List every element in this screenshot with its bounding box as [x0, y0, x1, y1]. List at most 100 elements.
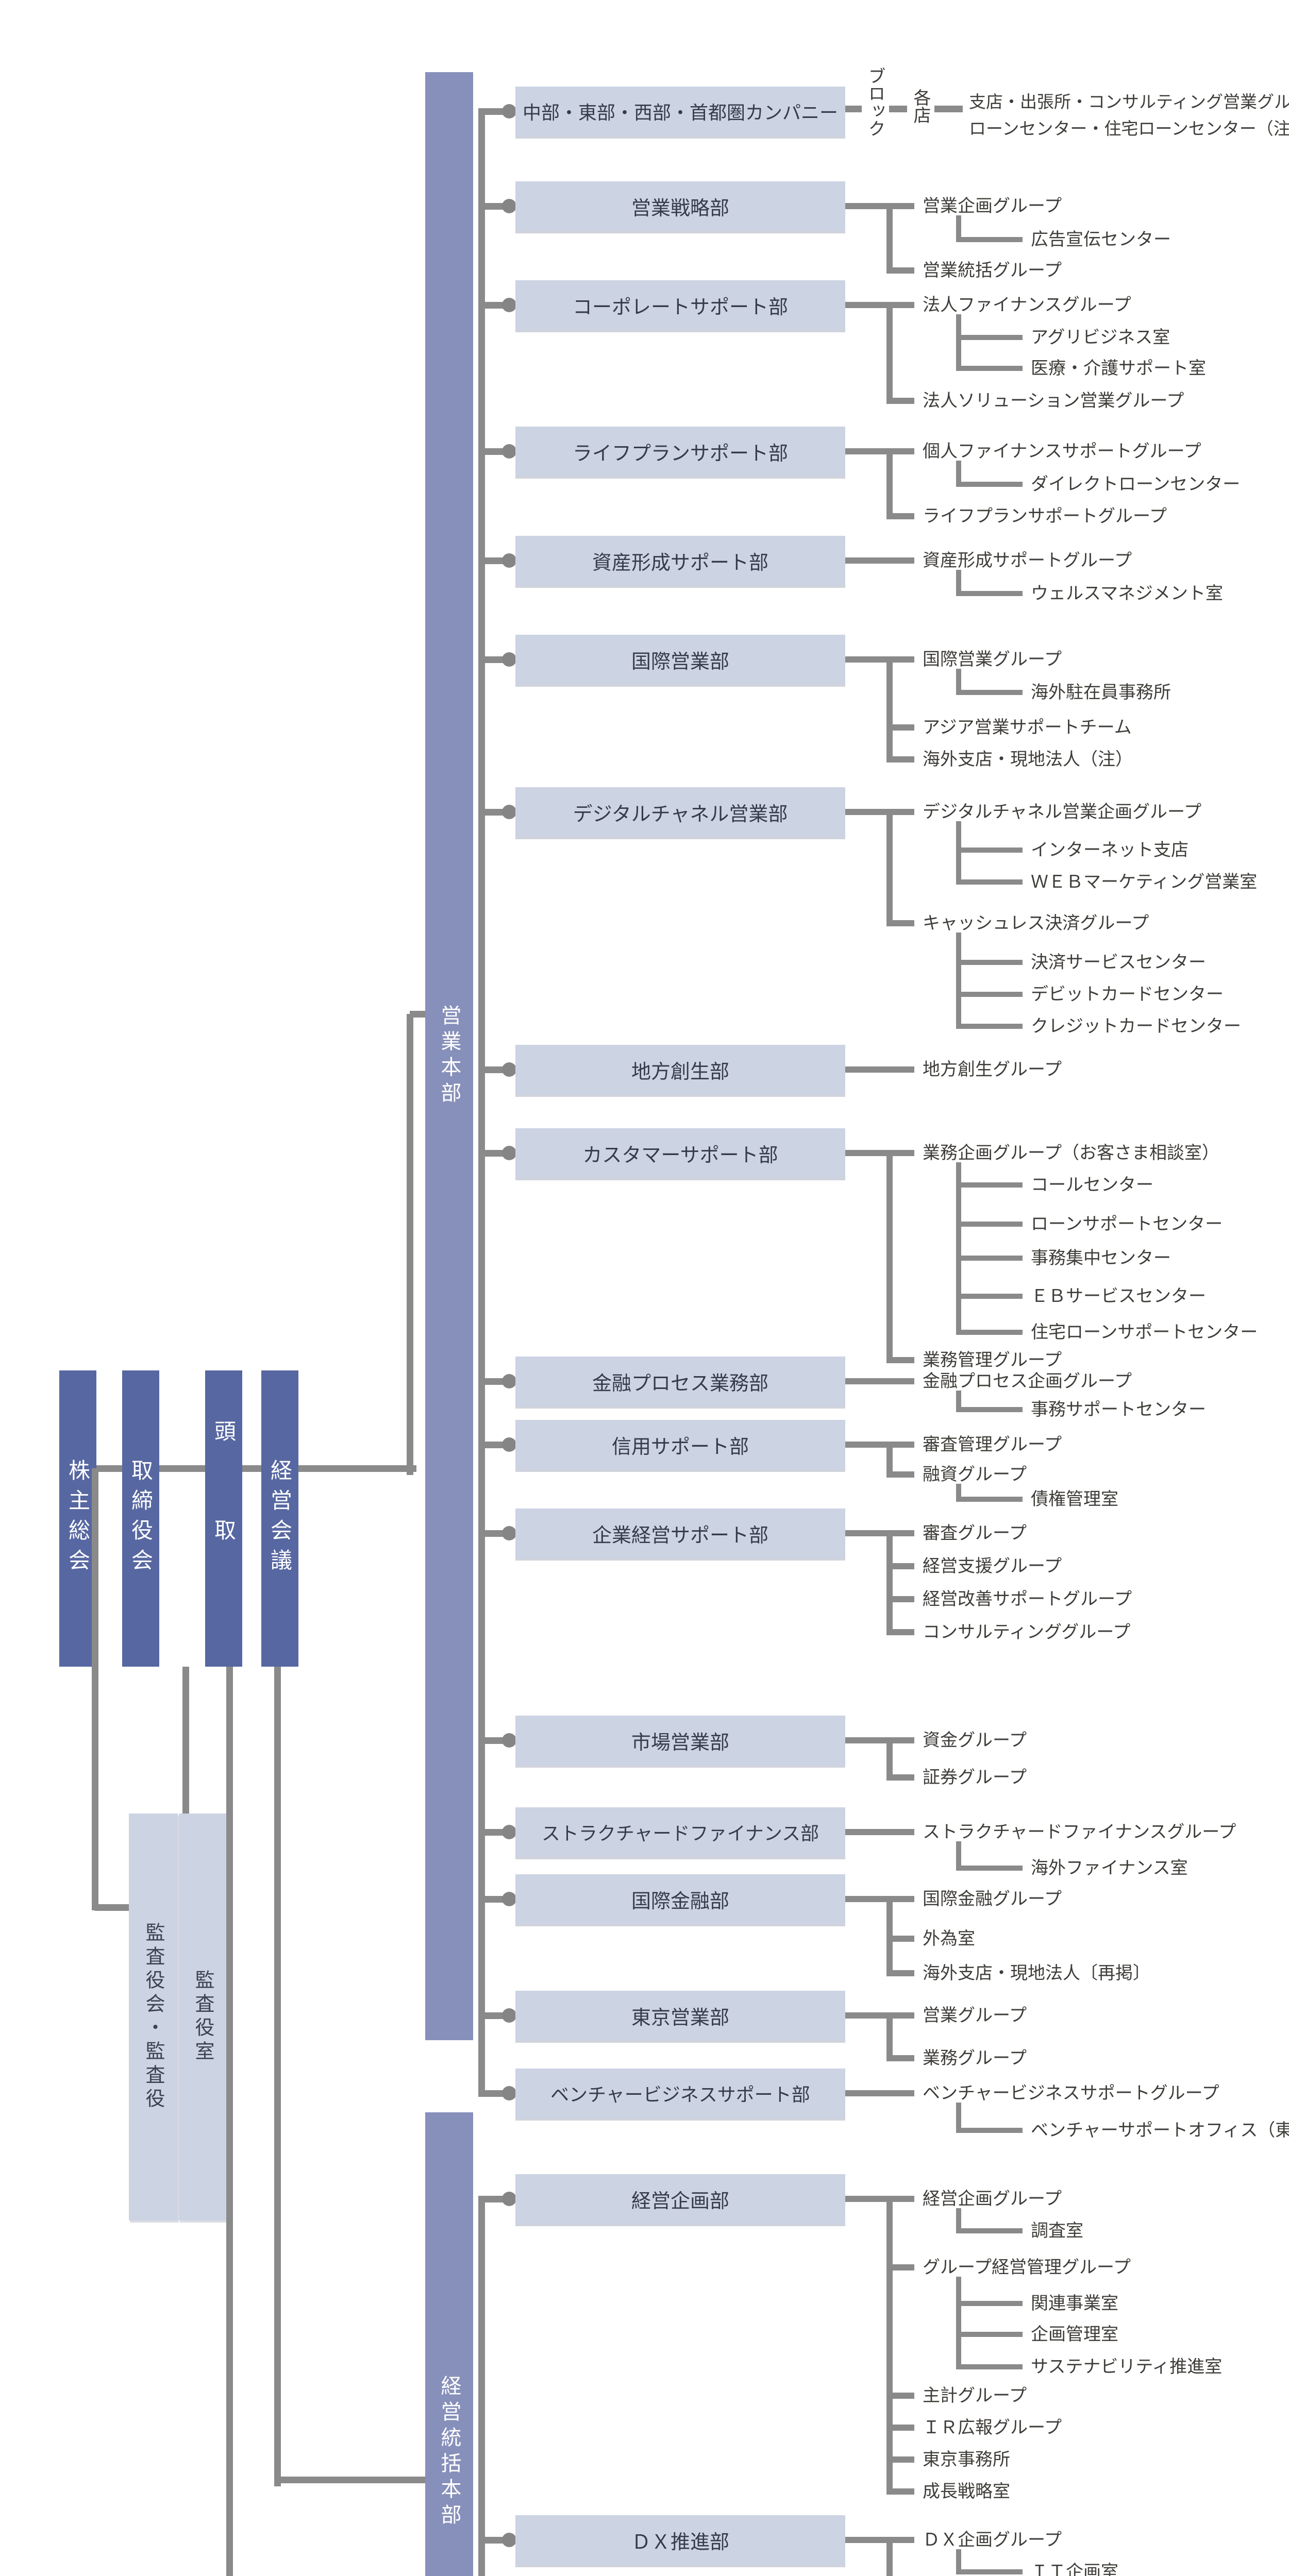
connector-line — [845, 2012, 914, 2019]
group-label: ＤＸ企画グループ — [923, 2530, 1062, 2550]
connector-line — [956, 1391, 961, 1410]
dept-box-label: 経営企画部 — [631, 2190, 729, 2212]
group-label: 審査管理グループ — [923, 1435, 1062, 1454]
group-label: サステナビリティ推進室 — [1031, 2357, 1223, 2377]
group-label: 外為室 — [923, 1929, 975, 1948]
connector-line — [956, 335, 1023, 340]
connector-line — [845, 2196, 914, 2202]
group-label: 債権管理室 — [1031, 1489, 1118, 1509]
org-box-audit-supervisory-board: 監査役会・監査役 — [129, 1814, 178, 2221]
group-label: 営業企画グループ — [923, 196, 1062, 216]
connector-line — [886, 2015, 893, 2058]
connector-dot — [502, 1892, 516, 1906]
org-box-audit-supervisory-office: 監査役室 — [179, 1814, 227, 2221]
group-label: 事務集中センター — [1031, 1248, 1171, 1268]
group-label: 資金グループ — [923, 1731, 1027, 1750]
connector-line — [845, 1896, 914, 1902]
dept-box-label: 企業経営サポート部 — [592, 1524, 768, 1547]
connector-line — [886, 1936, 914, 1942]
dept-box-label: 国際営業部 — [631, 651, 729, 673]
group-label: ベンチャーサポートオフィス（東京） — [1031, 2121, 1289, 2140]
connector-dot — [502, 1825, 516, 1839]
connector-line — [956, 1330, 1023, 1335]
group-label: ウェルスマネジメント室 — [1031, 584, 1223, 603]
group-label: ベンチャービジネスサポートグループ — [923, 2083, 1219, 2103]
dept-box-credit-support: 信用サポート部 — [515, 1420, 845, 1469]
dept-box-label: ＤＸ推進部 — [631, 2531, 729, 2553]
connector-line — [956, 960, 1023, 965]
org-box-label: 監査役会・監査役 — [142, 1922, 164, 2112]
group-label: 法人ファイナンスグループ — [923, 295, 1131, 315]
org-bar-label: 取締役会 — [128, 1459, 153, 1579]
connector-line — [845, 302, 914, 308]
group-label: 経営企画グループ — [923, 2189, 1062, 2209]
dept-box-international-finance: 国際金融部 — [515, 1874, 845, 1924]
connector-line — [886, 812, 893, 923]
group-label: ＩＴ企画室 — [1031, 2562, 1118, 2576]
connector-dot — [502, 553, 516, 568]
connector-line — [845, 557, 914, 564]
dept-box-structured-finance: ストラクチャードファイナンス部 — [515, 1807, 845, 1857]
group-label: 医療・介護サポート室 — [1031, 359, 1206, 378]
connector-line — [956, 879, 1023, 885]
connector-line — [956, 2301, 1023, 2306]
dept-box-regional-revitalization: 地方創生部 — [515, 1045, 845, 1094]
group-label: ＥＢサービスセンター — [1031, 1286, 1206, 1306]
group-label: 資産形成サポートグループ — [923, 551, 1132, 570]
org-bar-shareholders: 株主総会 — [59, 1370, 96, 1667]
org-bar-president: 頭取 — [205, 1370, 242, 1667]
dept-box-label: 信用サポート部 — [611, 1436, 749, 1458]
connector-dot — [502, 199, 516, 213]
connector-dot — [502, 1437, 516, 1452]
group-label: 業務企画グループ（お客さま相談室） — [923, 1143, 1219, 1163]
connector-line — [845, 809, 914, 815]
connector-line — [886, 1740, 893, 1777]
dept-box-corporate-planning: 経営企画部 — [515, 2174, 845, 2224]
group-label: 関連事業室 — [1031, 2294, 1118, 2313]
dept-box-sales-strategy: 営業戦略部 — [515, 181, 845, 231]
connector-line — [956, 461, 961, 484]
connector-line — [956, 2208, 961, 2231]
dept-box-corporate-management-support: 企業経営サポート部 — [515, 1509, 845, 1558]
connector-line — [886, 756, 914, 762]
connector-line — [886, 267, 914, 274]
dept-box-venture-business-support: ベンチャービジネスサポート部 — [515, 2069, 845, 2118]
connector-line — [956, 570, 961, 594]
org-bar-corporate-admin-hq: 経営統括本部 — [425, 2112, 473, 2576]
connector-dot — [502, 104, 516, 118]
connector-line — [956, 1841, 961, 1868]
connector-line — [956, 2569, 1023, 2574]
group-label: 営業統括グループ — [923, 261, 1062, 280]
connector-dot — [502, 2008, 516, 2023]
group-label: 主計グループ — [923, 2386, 1027, 2405]
group-label: キャッシュレス決済グループ — [923, 913, 1149, 933]
group-label: 業務管理グループ — [923, 1350, 1062, 1370]
dept-box-company: 中部・東部・西部・首都圏カンパニー — [515, 87, 845, 136]
connector-line — [956, 1162, 961, 1332]
connector-line — [845, 2537, 914, 2543]
dept-box-label: 資産形成サポート部 — [592, 552, 768, 574]
connector-line — [886, 724, 914, 731]
dept-box-label: ストラクチャードファイナンス部 — [541, 1823, 819, 1844]
connector-line — [956, 848, 1023, 853]
company-note-line: 支店・出張所・コンサルティング営業グループ — [969, 92, 1289, 111]
dept-box-label: 国際金融部 — [631, 1890, 729, 1912]
group-label: 法人ソリューション営業グループ — [923, 391, 1184, 411]
connector-line — [886, 2488, 914, 2495]
dept-box-digital-channel-sales: デジタルチャネル営業部 — [515, 787, 845, 837]
connector-line — [886, 1153, 893, 1360]
connector-dot — [502, 652, 516, 667]
connector-line — [478, 111, 485, 2093]
connector-line — [956, 1866, 1023, 1871]
connector-line — [159, 1465, 205, 1472]
connector-line — [478, 2199, 485, 2576]
connector-line — [956, 690, 1023, 695]
connector-line — [845, 1737, 914, 1743]
connector-line — [886, 1629, 914, 1635]
org-bar-sales-hq: 営業本部 — [425, 72, 473, 2040]
dept-box-label: カスタマーサポート部 — [582, 1144, 778, 1166]
group-label: アジア営業サポートチーム — [923, 718, 1132, 737]
connector-line — [95, 1904, 129, 1911]
connector-line — [956, 2549, 961, 2572]
connector-line — [886, 1970, 914, 1976]
